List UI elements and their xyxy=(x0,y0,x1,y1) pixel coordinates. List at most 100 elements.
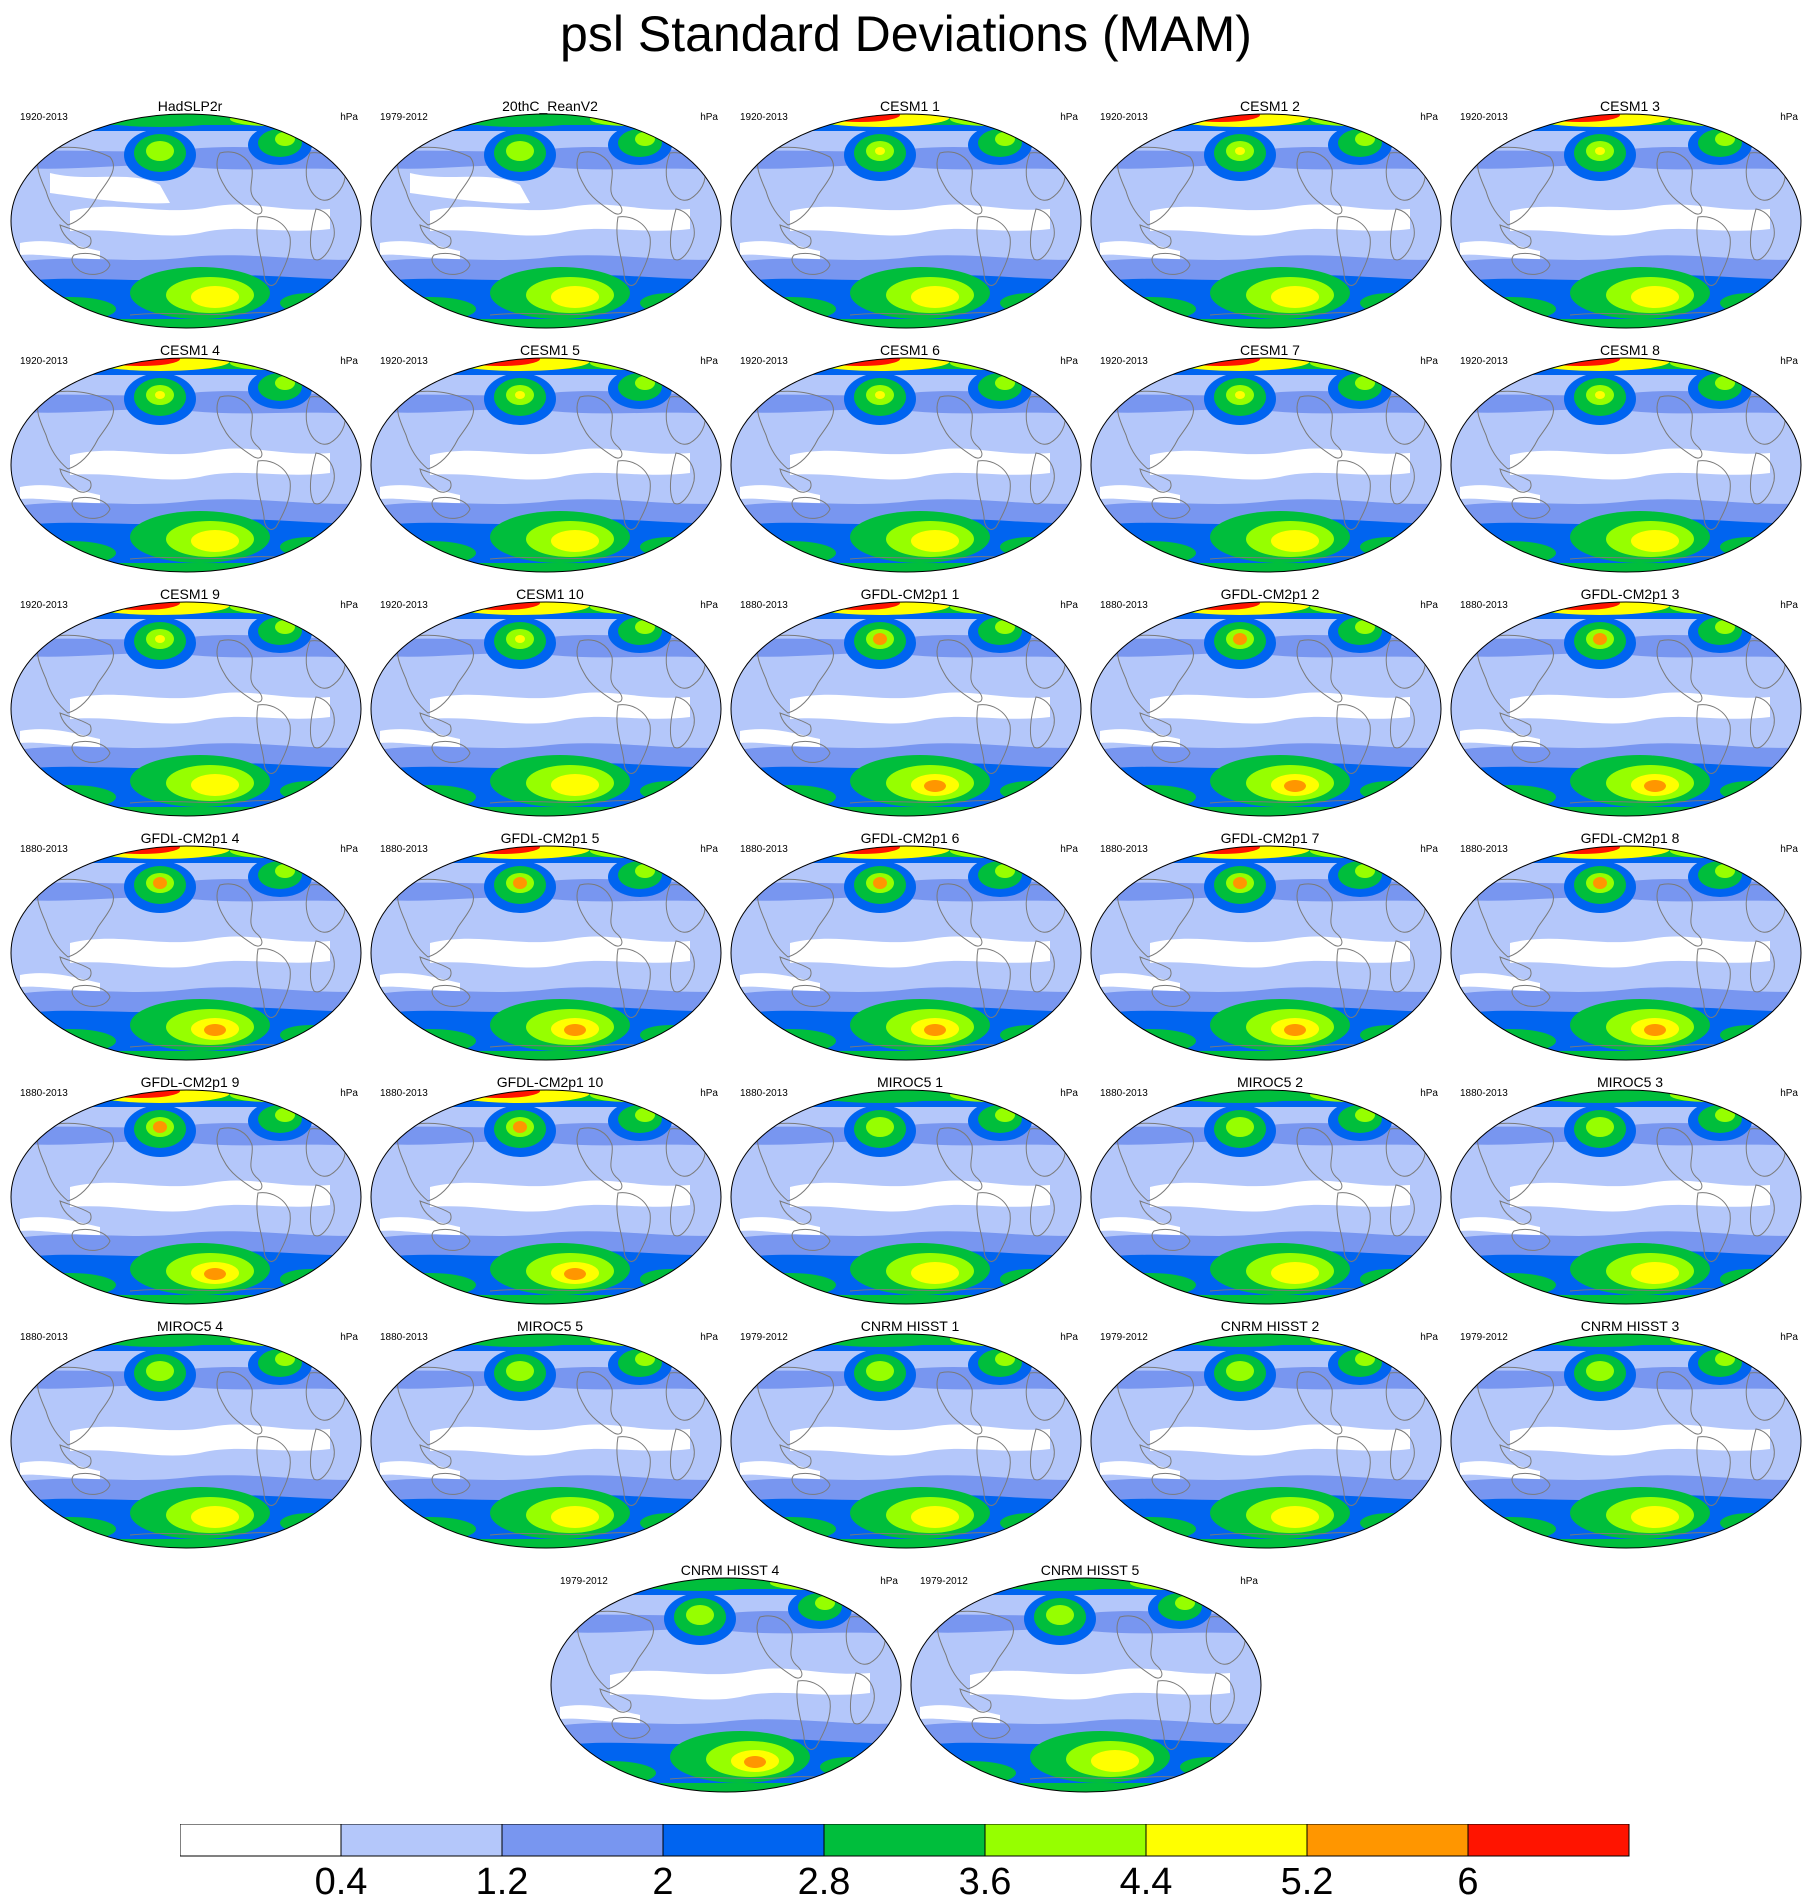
colorbar-swatch xyxy=(501,1824,664,1857)
panel-period: 1880-2013 xyxy=(1100,844,1148,855)
colorbar-swatch xyxy=(1467,1824,1630,1857)
panel-period: 1880-2013 xyxy=(380,844,428,855)
panel-units: hPa xyxy=(1780,112,1798,123)
map-panel: GFDL-CM2p1 7 1880-2013 hPa xyxy=(1090,830,1450,1065)
map-panel: CESM1 1 1920-2013 hPa xyxy=(730,98,1090,333)
panel-title: GFDL-CM2p1 5 xyxy=(500,830,600,846)
panel-units: hPa xyxy=(700,600,718,611)
map-panel: HadSLP2r 1920-2013 hPa xyxy=(10,98,370,333)
panel-period: 1979-2012 xyxy=(560,1576,608,1587)
colorbar-label: 1.2 xyxy=(476,1861,529,1903)
map xyxy=(370,601,722,817)
panel-title: CNRM HISST 1 xyxy=(860,1318,960,1334)
map-panel: CESM1 8 1920-2013 hPa xyxy=(1450,342,1810,577)
map-panel: MIROC5 4 1880-2013 hPa xyxy=(10,1318,370,1553)
map xyxy=(370,1333,722,1549)
map-panel: GFDL-CM2p1 1 1880-2013 hPa xyxy=(730,586,1090,821)
panel-period: 1979-2012 xyxy=(380,112,428,123)
panel-period: 1979-2012 xyxy=(740,1332,788,1343)
panel-period: 1880-2013 xyxy=(20,844,68,855)
panel-title: GFDL-CM2p1 3 xyxy=(1580,586,1680,602)
panel-title: CESM1 9 xyxy=(160,586,220,602)
panel-units: hPa xyxy=(880,1576,898,1587)
map-panel: GFDL-CM2p1 5 1880-2013 hPa xyxy=(370,830,730,1065)
panel-title: CESM1 5 xyxy=(520,342,580,358)
panel-period: 1920-2013 xyxy=(1460,356,1508,367)
panel-title: CNRM HISST 5 xyxy=(1040,1562,1140,1578)
panel-period: 1880-2013 xyxy=(740,600,788,611)
colorbar-swatch xyxy=(984,1824,1147,1857)
contour-field xyxy=(371,358,721,572)
panel-units: hPa xyxy=(1780,1088,1798,1099)
panel-units: hPa xyxy=(1780,356,1798,367)
panel-title: GFDL-CM2p1 4 xyxy=(140,830,240,846)
panel-title: MIROC5 3 xyxy=(1596,1074,1664,1090)
map-panel: GFDL-CM2p1 10 1880-2013 hPa xyxy=(370,1074,730,1309)
panel-period: 1880-2013 xyxy=(20,1088,68,1099)
panel-title: MIROC5 4 xyxy=(156,1318,224,1334)
map xyxy=(1090,601,1442,817)
panel-period: 1880-2013 xyxy=(20,1332,68,1343)
colorbar: 0.4 1.2 2 2.8 3.6 4.4 5.2 6 xyxy=(180,1824,1630,1903)
contour-field xyxy=(1451,1090,1801,1304)
panel-period: 1979-2012 xyxy=(1100,1332,1148,1343)
panel-units: hPa xyxy=(340,1088,358,1099)
map xyxy=(730,1089,1082,1305)
panel-title: CESM1 2 xyxy=(1240,98,1300,114)
map xyxy=(1450,1089,1802,1305)
panel-units: hPa xyxy=(1780,1332,1798,1343)
contour-field xyxy=(371,846,721,1060)
map-panel: CESM1 7 1920-2013 hPa xyxy=(1090,342,1450,577)
coastlines xyxy=(757,146,1066,316)
map-panel: GFDL-CM2p1 4 1880-2013 hPa xyxy=(10,830,370,1065)
panel-units: hPa xyxy=(1060,1088,1078,1099)
colorbar-label: 0.4 xyxy=(315,1861,368,1903)
panel-units: hPa xyxy=(1060,1332,1078,1343)
map-panel: CNRM HISST 4 1979-2012 hPa xyxy=(550,1562,910,1797)
panel-period: 1920-2013 xyxy=(380,356,428,367)
contour-field xyxy=(11,602,361,816)
panel-title: CESM1 4 xyxy=(160,342,220,358)
map xyxy=(730,1333,1082,1549)
colorbar-label: 2 xyxy=(652,1861,673,1903)
panel-units: hPa xyxy=(1060,600,1078,611)
panel-period: 1880-2013 xyxy=(1460,1088,1508,1099)
colorbar-label: 2.8 xyxy=(798,1861,851,1903)
panel-title: GFDL-CM2p1 1 xyxy=(860,586,960,602)
panel-units: hPa xyxy=(1420,356,1438,367)
coastlines xyxy=(757,878,1066,1048)
panel-units: hPa xyxy=(1060,844,1078,855)
coastlines xyxy=(1477,878,1786,1048)
panel-period: 1880-2013 xyxy=(740,844,788,855)
map xyxy=(10,357,362,573)
panel-title: CESM1 6 xyxy=(880,342,940,358)
panel-period: 1920-2013 xyxy=(740,112,788,123)
map xyxy=(10,601,362,817)
panel-title: MIROC5 5 xyxy=(516,1318,584,1334)
panel-units: hPa xyxy=(1780,844,1798,855)
contour-field xyxy=(1091,602,1441,816)
map-panel: CESM1 10 1920-2013 hPa xyxy=(370,586,730,821)
map xyxy=(730,601,1082,817)
panel-title: GFDL-CM2p1 6 xyxy=(860,830,960,846)
colorbar-swatch xyxy=(662,1824,825,1857)
map xyxy=(730,357,1082,573)
map-panel: GFDL-CM2p1 2 1880-2013 hPa xyxy=(1090,586,1450,821)
map xyxy=(1450,601,1802,817)
panel-units: hPa xyxy=(700,1088,718,1099)
page-title: psl Standard Deviations (MAM) xyxy=(560,6,1252,62)
panel-period: 1920-2013 xyxy=(20,356,68,367)
panel-units: hPa xyxy=(1420,1088,1438,1099)
map-panel: MIROC5 1 1880-2013 hPa xyxy=(730,1074,1090,1309)
map xyxy=(10,1089,362,1305)
panel-title: GFDL-CM2p1 10 xyxy=(496,1074,604,1090)
panel-units: hPa xyxy=(700,356,718,367)
panel-title: MIROC5 2 xyxy=(1236,1074,1304,1090)
panel-period: 1979-2012 xyxy=(920,1576,968,1587)
map xyxy=(910,1577,1262,1793)
panel-period: 1920-2013 xyxy=(1100,112,1148,123)
panel-period: 1880-2013 xyxy=(1460,844,1508,855)
map-panel: CNRM HISST 1 1979-2012 hPa xyxy=(730,1318,1090,1553)
map xyxy=(1450,357,1802,573)
map xyxy=(550,1577,902,1793)
